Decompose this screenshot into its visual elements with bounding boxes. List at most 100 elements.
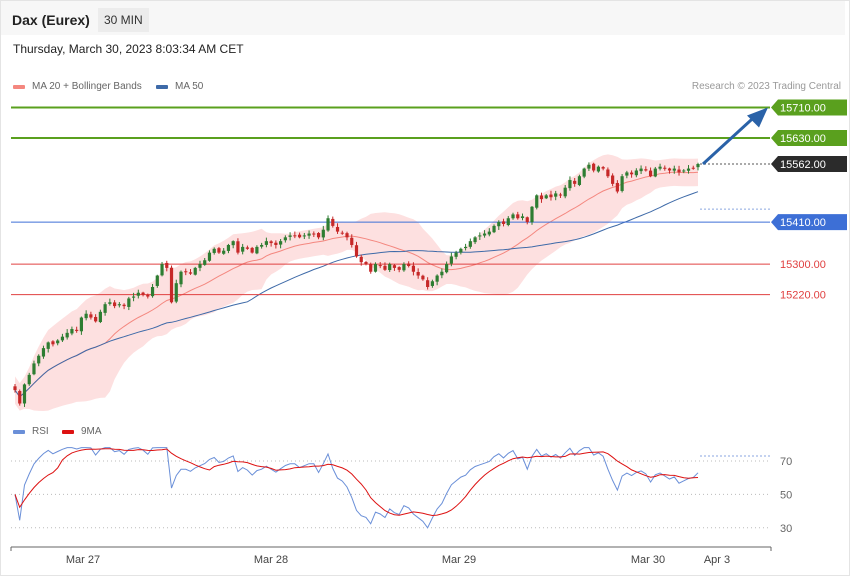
level-label: 15300.00 [780,259,826,271]
candle-body [340,232,344,234]
candle-body [37,355,41,364]
candle-body [302,235,306,237]
ma20-swatch [13,84,25,89]
candle-body [165,262,169,268]
candle-body [364,262,368,265]
candle-body [75,329,79,331]
candle-body [184,271,188,273]
candle-body [70,329,74,334]
credit-text: Research © 2023 Trading Central [691,81,841,92]
candle-body [307,233,311,236]
candle-body [98,311,102,323]
level-tag-pivot [771,214,847,231]
ma50-swatch [156,84,168,89]
candle-body [359,256,363,263]
candle-body [549,194,553,198]
candle-body [350,237,354,245]
candle-body [217,248,221,253]
time-axis-label: Mar 29 [442,554,476,566]
bollinger-band [15,154,698,411]
candle-body [530,206,534,223]
candle-body [108,302,112,304]
candle-body [136,292,140,296]
candle-body [335,226,340,232]
candle-body [41,348,46,357]
candle-body [250,247,254,253]
candle-body [426,280,430,288]
candle-body [573,180,577,184]
legend-9ma-label: 9MA [81,426,102,437]
candle-body [236,241,240,253]
candle-body [94,316,98,322]
timeframe-badge[interactable]: 30 MIN [98,8,149,32]
candle-body [672,168,676,171]
level-tag-last [771,156,847,172]
candle-body [501,221,506,224]
legend-rsi-label: RSI [32,426,49,437]
candle-body [293,235,297,237]
candle-body [131,296,136,298]
candle-body [331,218,335,226]
candle-body [141,292,145,295]
candle-body [696,164,700,168]
rsi-tick-label: 50 [780,489,792,501]
candle-body [127,298,131,307]
candle-body [440,271,444,276]
candle-body [592,163,596,171]
candle-body [65,332,69,338]
candle-body [203,260,207,265]
level-label: 15562.00 [780,159,826,171]
candle-body [511,214,515,219]
ma9-swatch [62,429,74,434]
candle-body [482,233,487,236]
candle-body [473,237,477,243]
candle-body [587,164,591,169]
candle-body [648,170,653,177]
candle-body [22,384,27,404]
level-label: 15410.00 [780,217,826,229]
candle-body [487,231,491,235]
candle-body [411,265,416,272]
candle-body [454,252,458,257]
candle-body [51,341,55,345]
candle-body [373,264,378,272]
candle-body [478,235,482,237]
candle-body [463,246,468,249]
time-axis-label: Mar 27 [66,554,100,566]
candle-body [241,246,245,252]
candle-body [658,166,662,169]
target-arrow-shaft [701,114,758,166]
candle-body [653,168,657,177]
candle-body [596,166,600,172]
candle-body [255,246,259,254]
time-axis-label: Mar 30 [631,554,665,566]
candle-body [288,235,292,237]
candle-body [260,244,264,247]
candle-body [46,342,50,349]
legend-rsi: RSI [13,426,49,437]
candle-body [416,271,420,276]
candle-body [435,275,439,282]
candle-body [179,271,183,285]
candle-body [369,264,373,272]
candle-body [620,176,624,191]
candle-body [231,241,235,246]
target-arrow-head [747,107,768,128]
candle-body [79,317,84,332]
candle-body [32,363,36,375]
candle-body [611,175,615,184]
candle-body [316,233,321,238]
candle-body [60,336,65,341]
candle-body [558,194,563,196]
candle-body [677,169,681,173]
candle-body [615,182,619,192]
candle-body [226,244,231,251]
rsi-line [14,447,699,529]
candle-body [667,168,672,171]
instrument-title: Dax (Eurex) [12,12,90,28]
candle-body [354,245,359,257]
candle-body [274,242,278,245]
candle-body [122,304,126,307]
candle-body [113,302,117,307]
